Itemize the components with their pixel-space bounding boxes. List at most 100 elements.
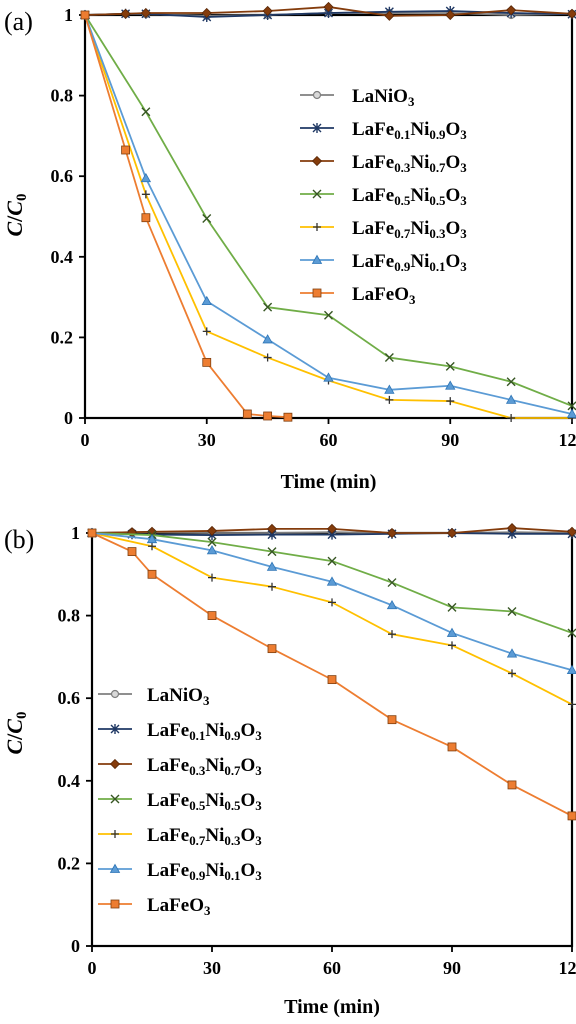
data-point-lafeo3 <box>80 10 90 20</box>
y-tick-label: 0.4 <box>51 247 74 267</box>
legend-entry-lafe0-7ni0-3o3: LaFe0.7Ni0.3O3 <box>98 825 262 848</box>
legend-label: LaFe0.5Ni0.5O3 <box>352 185 467 208</box>
data-point-lafeo3 <box>127 547 137 556</box>
x-axis-label: Time (min) <box>281 471 377 493</box>
data-point-lafeo3 <box>567 811 576 821</box>
legend-marker <box>110 899 120 909</box>
series-lafeo3 <box>80 10 293 422</box>
y-tick-label: 0 <box>64 408 73 428</box>
chart-panel-b: (b) 0 30 60 90 120 0 0.2 0.4 0.6 0.8 1 Time (min) C/C… <box>2 522 576 1018</box>
data-point-lafe0-7ni0-3o3 <box>328 598 336 607</box>
legend-marker <box>111 830 119 838</box>
data-point-lafe0-3ni0-7o3 <box>384 10 395 21</box>
data-point-lafe0-9ni0-1o3 <box>384 384 395 394</box>
data-point-lafe0-5ni0-5o3 <box>324 310 333 320</box>
series-line-lafeo3 <box>91 532 573 817</box>
x-tick-label: 60 <box>320 430 338 450</box>
data-point-lafe0-7ni0-3o3 <box>385 395 394 404</box>
data-point-lafe0-3ni0-7o3 <box>201 7 212 19</box>
legend-entry-lafe0-1ni0-9o3: LaFe0.1Ni0.9O3 <box>98 720 262 743</box>
legend-label: LaFe0.9Ni0.1O3 <box>352 251 467 274</box>
data-point-lafe0-3ni0-7o3 <box>566 526 576 537</box>
legend-marker <box>109 863 121 873</box>
y-tick-label: 1 <box>71 523 80 543</box>
data-point-lafe0-5ni0-5o3 <box>327 556 337 566</box>
data-point-lafe0-7ni0-3o3 <box>508 669 516 678</box>
legend-marker <box>110 689 120 699</box>
data-point-lafe0-7ni0-3o3 <box>507 414 516 422</box>
data-point-lafe0-5ni0-5o3 <box>202 214 212 224</box>
data-point-lafe0-9ni0-1o3 <box>386 599 398 610</box>
data-point-lafeo3 <box>507 780 517 790</box>
data-point-lafe0-7ni0-3o3 <box>448 641 456 650</box>
data-point-lafeo3 <box>387 715 397 725</box>
data-point-lafe0-9ni0-1o3 <box>506 648 518 658</box>
data-point-lafe0-5ni0-5o3 <box>207 537 217 547</box>
data-point-lafe0-3ni0-7o3 <box>446 527 458 539</box>
x-tick-label: 30 <box>203 958 221 978</box>
data-point-lafe0-3ni0-7o3 <box>206 525 218 537</box>
series-lafe0-7ni0-3o3 <box>88 529 576 709</box>
data-point-lafe0-9ni0-1o3 <box>146 533 158 544</box>
data-point-lafe0-5ni0-5o3 <box>567 628 576 638</box>
legend-entry-lafe0-5ni0-5o3: LaFe0.5Ni0.5O3 <box>300 185 467 208</box>
data-point-lafe0-3ni0-7o3 <box>140 7 151 19</box>
data-point-lafe0-9ni0-1o3 <box>206 545 218 555</box>
y-tick-label: 0.4 <box>58 771 81 791</box>
y-tick-label: 0.8 <box>51 86 74 106</box>
series-lafe0-3ni0-7o3 <box>86 522 576 539</box>
data-point-lafe0-5ni0-5o3 <box>447 602 457 612</box>
data-point-lafe0-5ni0-5o3 <box>506 377 516 387</box>
panel-label: (a) <box>4 7 33 36</box>
legend-label: LaFe0.7Ni0.3O3 <box>352 218 467 241</box>
legend-marker <box>110 794 120 804</box>
series-line-lafe0-3ni0-7o3 <box>91 527 573 534</box>
x-axis-label: Time (min) <box>284 996 380 1018</box>
data-point-lafe0-3ni0-7o3 <box>120 8 131 19</box>
data-point-lafe0-5ni0-5o3 <box>141 107 151 117</box>
x-tick-label: 0 <box>88 958 97 978</box>
series-line-lafe0-3ni0-7o3 <box>84 6 573 17</box>
series-lafeo3 <box>87 528 576 821</box>
legend-entry-lafe0-9ni0-1o3: LaFe0.9Ni0.1O3 <box>300 251 467 274</box>
legend-marker <box>312 189 322 199</box>
data-point-lafe0-9ni0-1o3 <box>505 394 517 404</box>
data-point-lafe0-9ni0-1o3 <box>446 627 458 637</box>
data-point-lafe0-7ni0-3o3 <box>208 573 216 582</box>
data-point-lafe0-5ni0-5o3 <box>445 361 455 371</box>
data-point-lafeo3 <box>121 145 130 155</box>
data-point-lafe0-3ni0-7o3 <box>323 1 334 13</box>
legend-entry-lafe0-1ni0-9o3: LaFe0.1Ni0.9O3 <box>300 119 467 142</box>
y-tick-label: 0.8 <box>58 606 81 626</box>
data-point-lafe0-5ni0-5o3 <box>263 302 273 312</box>
y-tick-label: 0.2 <box>51 327 74 347</box>
data-point-lafeo3 <box>141 213 151 223</box>
data-point-lafe0-3ni0-7o3 <box>386 527 398 539</box>
data-point-lafe0-9ni0-1o3 <box>326 576 338 586</box>
data-point-lafe0-9ni0-1o3 <box>566 408 576 418</box>
legend-entry-lafe0-9ni0-1o3: LaFe0.9Ni0.1O3 <box>98 860 262 883</box>
data-point-lafeo3 <box>207 611 217 620</box>
data-point-lafeo3 <box>263 411 273 421</box>
legend-entry-lanio3: LaNiO3 <box>98 685 210 708</box>
series-lafe0-7ni0-3o3 <box>81 11 576 422</box>
data-point-lafe0-9ni0-1o3 <box>201 295 212 306</box>
data-point-lafeo3 <box>267 644 277 654</box>
series-lafe0-9ni0-1o3 <box>79 9 576 418</box>
series-lafe0-5ni0-5o3 <box>80 10 576 411</box>
panel-label: (b) <box>4 525 34 554</box>
chart-panel-a: (a) 0 30 60 90 120 0 0.2 0.4 0.6 0.8 1 Time (min) C/C… <box>2 1 576 493</box>
data-point-lafe0-7ni0-3o3 <box>263 353 272 362</box>
data-point-lafe0-9ni0-1o3 <box>323 372 334 382</box>
x-tick-label: 90 <box>443 958 461 978</box>
legend-label: LaFeO3 <box>147 895 211 918</box>
legend-entry-lafe0-7ni0-3o3: LaFe0.7Ni0.3O3 <box>300 218 467 241</box>
data-point-lafeo3 <box>202 357 212 367</box>
plot-frame <box>83 13 574 420</box>
data-point-lafe0-7ni0-3o3 <box>388 630 396 639</box>
legend-marker <box>311 254 323 264</box>
data-point-lafe0-3ni0-7o3 <box>566 8 576 19</box>
data-point-lafeo3 <box>283 412 293 422</box>
legend-label: LaFe0.3Ni0.7O3 <box>147 755 262 778</box>
